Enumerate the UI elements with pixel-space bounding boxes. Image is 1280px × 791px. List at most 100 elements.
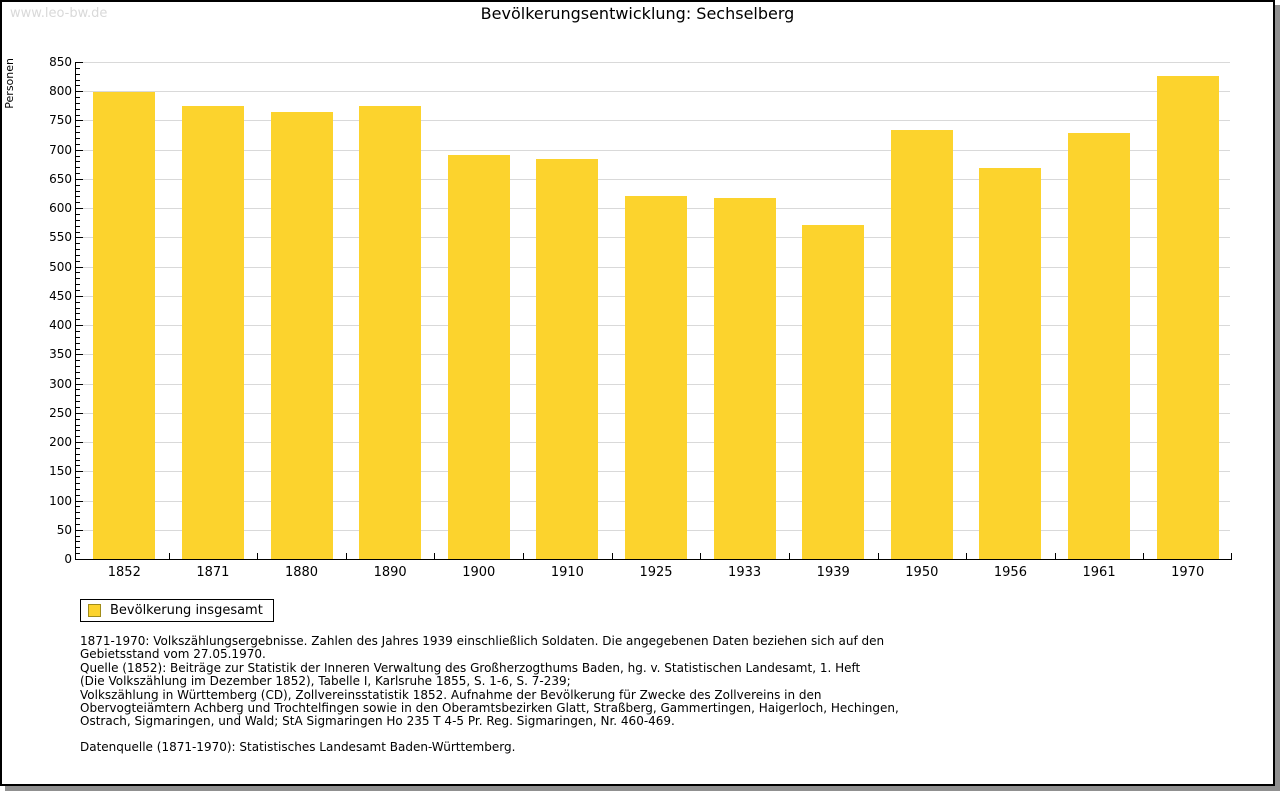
y-axis-minor-tick: [76, 249, 80, 251]
y-tick-label: 0: [64, 552, 72, 566]
page-title: Bevölkerungsentwicklung: Sechselberg: [480, 4, 795, 23]
note-line: (Die Volkszählung im Dezember 1852), Tab…: [80, 674, 571, 689]
y-axis-minor-tick: [76, 535, 80, 537]
y-tick-label: 750: [49, 113, 72, 128]
gridline: [77, 149, 1230, 151]
y-axis-minor-tick: [76, 219, 80, 221]
datasource-note: Datenquelle (1871-1970): Statistisches L…: [80, 740, 516, 754]
y-axis-tick: [76, 178, 83, 180]
y-axis-minor-tick: [76, 453, 80, 455]
note-line: 1871-1970: Volkszählungsergebnisse. Zahl…: [80, 634, 885, 648]
y-axis-minor-tick: [76, 67, 80, 69]
y-axis-tick: [76, 325, 83, 327]
y-tick-label: 450: [49, 288, 72, 303]
y-axis-minor-tick: [76, 506, 80, 508]
x-tick-label: 1871: [196, 565, 230, 580]
y-tick-label: 100: [49, 493, 72, 508]
x-tick-label: 1852: [107, 565, 141, 580]
y-axis-minor-tick: [76, 313, 80, 315]
y-axis-minor-tick: [76, 225, 80, 227]
y-axis-minor-tick: [76, 488, 80, 490]
gridline: [77, 178, 1230, 180]
y-axis-tick: [76, 500, 83, 502]
x-axis-tick: [877, 553, 879, 559]
y-axis-minor-tick: [76, 102, 80, 104]
y-axis-minor-tick: [76, 284, 80, 286]
x-axis-tick: [1231, 553, 1232, 559]
y-axis-minor-tick: [76, 348, 80, 350]
y-axis-minor-tick: [76, 184, 80, 186]
y-axis-minor-tick: [76, 482, 80, 484]
y-axis-minor-tick: [76, 108, 80, 110]
x-tick-label: 1900: [462, 565, 496, 580]
y-axis-minor-tick: [76, 360, 80, 362]
x-axis-tick: [966, 553, 968, 559]
y-axis-tick: [76, 91, 83, 93]
y-axis-minor-tick: [76, 79, 80, 81]
y-axis-minor-tick: [76, 161, 80, 163]
y-tick-label: 300: [49, 376, 72, 391]
y-axis-minor-tick: [76, 389, 80, 391]
y-axis-minor-tick: [76, 155, 80, 157]
plot-area: 0 50 100 150 200 250 300 350 400 450 500 550 600 650 7…: [49, 55, 1232, 580]
y-axis-tick: [76, 208, 83, 210]
y-axis-minor-tick: [76, 190, 80, 192]
y-axis-tick: [76, 120, 83, 122]
y-axis-minor-tick: [76, 366, 80, 368]
y-tick-label: 650: [49, 171, 72, 186]
y-axis-minor-tick: [76, 126, 80, 128]
x-axis-tick: [1143, 553, 1145, 559]
y-axis-minor-tick: [76, 231, 80, 233]
y-axis-minor-tick: [76, 406, 80, 408]
legend-swatch-icon: [88, 604, 101, 617]
y-axis-minor-tick: [76, 143, 80, 145]
y-axis-minor-tick: [76, 336, 80, 338]
bar-1925: [625, 196, 687, 559]
y-axis-minor-tick: [76, 523, 80, 525]
y-axis-tick: [76, 62, 83, 63]
bar-1933: [713, 197, 776, 559]
note-line: Obervogteiämtern Achberg und Trochtelfin…: [80, 701, 899, 716]
y-axis-tick: [76, 559, 83, 560]
y-axis-minor-tick: [76, 73, 80, 75]
y-axis-minor-tick: [76, 254, 80, 256]
y-axis-minor-tick: [76, 167, 80, 169]
y-axis-tick: [76, 471, 83, 473]
y-axis-minor-tick: [76, 319, 80, 321]
y-axis-minor-tick: [76, 547, 80, 549]
bar-1961: [1068, 133, 1131, 559]
bar-1852: [93, 92, 156, 559]
y-axis-minor-tick: [76, 447, 80, 449]
y-axis-minor-tick: [76, 424, 80, 426]
y-axis-tick: [76, 383, 83, 385]
gridline: [77, 91, 1230, 93]
y-axis-tick: [76, 412, 83, 414]
x-axis-tick: [257, 553, 259, 559]
y-axis-minor-tick: [76, 114, 80, 116]
y-axis-minor-tick: [76, 371, 80, 373]
x-axis-tick: [523, 553, 525, 559]
x-tick-label: 1970: [1171, 565, 1205, 580]
bar-1890: [359, 106, 422, 559]
y-axis-minor-tick: [76, 173, 80, 175]
y-axis-minor-tick: [76, 342, 80, 344]
y-axis-minor-tick: [76, 243, 80, 245]
x-tick-label: 1910: [550, 565, 584, 580]
y-tick-label: 700: [49, 142, 72, 157]
bar-1950: [890, 129, 953, 559]
y-tick-label: 850: [49, 55, 72, 69]
bar-1900: [447, 154, 510, 559]
y-tick-label: 800: [49, 84, 72, 99]
y-axis-tick: [76, 149, 83, 151]
x-axis-tick: [788, 553, 790, 559]
y-axis-minor-tick: [76, 97, 80, 99]
bar-1910: [536, 159, 599, 559]
y-axis-minor-tick: [76, 85, 80, 87]
source-notes: 1871-1970: Volkszählungsergebnisse. Zahl…: [80, 634, 910, 729]
bar-1871: [181, 105, 244, 559]
y-axis-minor-tick: [76, 395, 80, 397]
gridline: [77, 120, 1230, 122]
y-axis-minor-tick: [76, 418, 80, 420]
y-axis-minor-tick: [76, 301, 80, 303]
y-axis-minor-tick: [76, 553, 80, 555]
